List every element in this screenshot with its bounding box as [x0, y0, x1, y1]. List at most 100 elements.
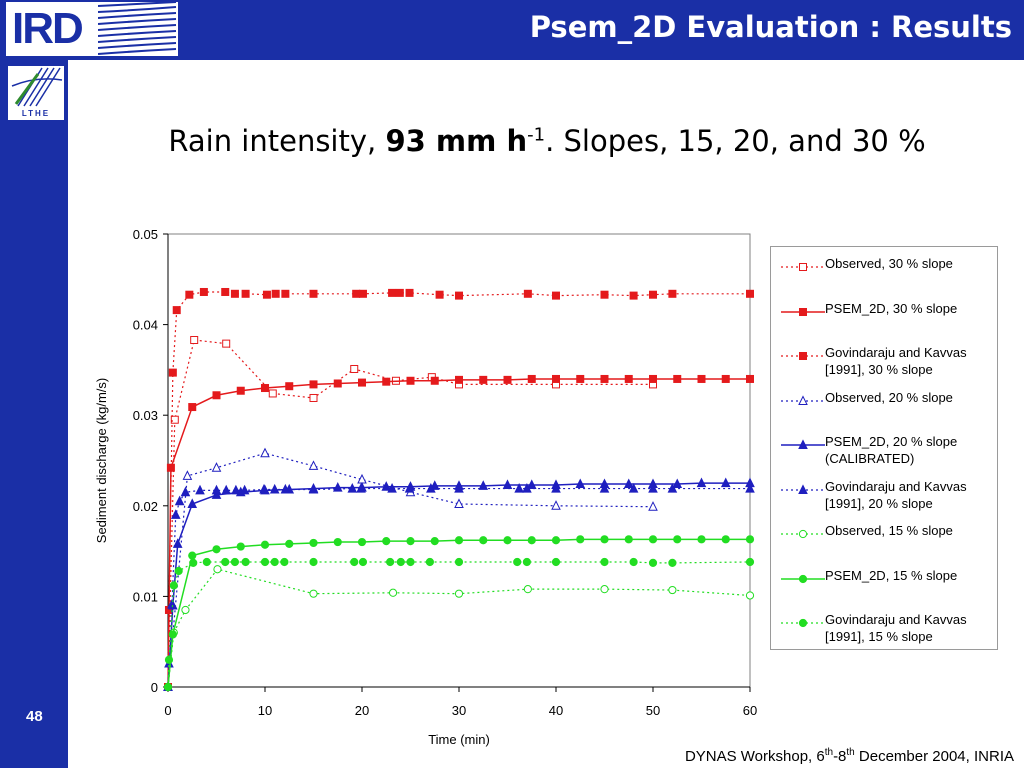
series-line-2: [167, 291, 750, 688]
footer-sup-2: th: [846, 747, 855, 758]
data-point: [195, 484, 205, 495]
data-point: [479, 375, 488, 384]
x-axis-label: Time (min): [428, 732, 490, 747]
data-point: [454, 482, 464, 493]
data-point: [455, 375, 463, 384]
data-point: [189, 558, 198, 567]
data-point: [280, 483, 291, 494]
data-point: [333, 537, 342, 547]
data-point: [350, 557, 359, 567]
data-point: [667, 482, 678, 493]
data-point: [180, 486, 191, 497]
data-point: [527, 374, 536, 383]
ird-logo-text: IRD: [12, 4, 84, 53]
data-point: [269, 483, 280, 494]
data-point: [435, 290, 444, 299]
legend-sample-marker: [799, 307, 807, 316]
data-point: [221, 557, 230, 567]
legend-label: PSEM_2D, 30 % slope: [825, 300, 958, 316]
series-line-6: [167, 568, 751, 688]
x-tick-label: 20: [355, 703, 369, 718]
data-point: [745, 557, 755, 567]
data-point: [526, 479, 537, 489]
series-line-8: [167, 561, 751, 688]
data-point: [479, 536, 488, 545]
data-point: [624, 535, 633, 544]
data-point: [358, 289, 367, 298]
data-point: [430, 537, 439, 546]
data-point: [629, 557, 638, 567]
data-point: [262, 290, 271, 299]
lthe-logo: LTHE: [8, 66, 64, 120]
data-point: [268, 389, 277, 398]
data-point: [170, 509, 181, 519]
data-point: [668, 585, 677, 595]
data-point: [352, 289, 361, 298]
lthe-logo-text: LTHE: [21, 109, 51, 118]
x-tick-label: 50: [646, 703, 660, 718]
data-point: [212, 545, 221, 554]
data-point: [405, 288, 414, 297]
data-point: [356, 482, 366, 493]
data-point: [350, 364, 359, 373]
data-point: [503, 375, 512, 384]
ird-logo-lines-icon: [98, 2, 177, 55]
data-point: [648, 482, 658, 493]
ird-logo: IRD: [6, 2, 178, 56]
data-point: [696, 477, 707, 488]
data-point: [406, 537, 415, 546]
legend-sample: [781, 394, 825, 405]
data-point: [190, 336, 199, 345]
data-point: [188, 403, 197, 412]
x-tick-label: 0: [164, 703, 171, 718]
data-point: [425, 557, 434, 567]
legend-label: Observed, 30 % slope: [825, 256, 953, 271]
footer-text-2: -8: [833, 748, 847, 765]
subtitle-exponent: -1: [527, 124, 546, 146]
data-point: [746, 289, 754, 298]
subtitle-part1: Rain intensity,: [168, 124, 386, 158]
y-tick-label: 0.05: [133, 227, 158, 242]
data-point: [172, 538, 183, 548]
series-line-3: [167, 452, 654, 688]
data-point: [169, 581, 178, 590]
legend-label: PSEM_2D, 15 % slope: [825, 567, 958, 583]
data-point: [261, 384, 269, 393]
data-point: [285, 382, 294, 391]
chart-subtitle: Rain intensity, 93 mm h-1. Slopes, 15, 2…: [70, 124, 1024, 158]
data-point: [648, 535, 658, 544]
legend-sample: [781, 574, 825, 583]
legend-sample-marker: [799, 263, 807, 271]
legend-label: Govindaraju and Kavvas [1991], 30 % slop…: [825, 345, 967, 377]
data-point: [386, 557, 395, 567]
data-point: [552, 291, 560, 300]
data-point: [211, 484, 222, 495]
data-point: [673, 374, 682, 383]
data-point: [649, 290, 657, 299]
slide-number: 48: [26, 708, 43, 725]
legend-sample-marker: [798, 483, 808, 494]
data-point: [259, 483, 269, 494]
data-point: [236, 386, 245, 395]
data-point: [454, 498, 464, 508]
data-point: [600, 535, 609, 544]
lthe-logo-mark-icon: [11, 67, 63, 107]
data-point: [404, 482, 415, 493]
data-point: [260, 447, 270, 458]
data-point: [358, 557, 368, 567]
data-point: [551, 536, 561, 545]
data-point: [188, 551, 197, 560]
data-point: [357, 537, 367, 547]
chart-legend: Observed, 30 % slope PSEM_2D, 30 % slope G…: [770, 246, 998, 650]
series-4: [163, 477, 755, 691]
data-point: [503, 536, 512, 545]
data-point: [454, 589, 464, 598]
data-point: [455, 291, 463, 300]
data-point: [388, 288, 397, 297]
data-point: [522, 557, 532, 567]
data-point: [230, 557, 240, 567]
data-point: [551, 500, 561, 510]
data-point: [309, 289, 318, 298]
data-point: [648, 501, 658, 511]
legend-label: Observed, 15 % slope: [825, 523, 953, 538]
